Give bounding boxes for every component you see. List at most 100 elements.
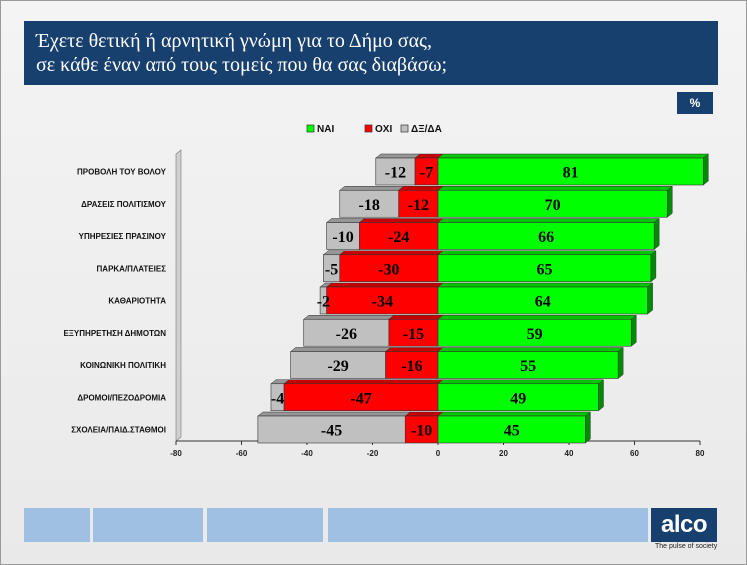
no-bar (359, 222, 439, 250)
yes-bar-side (667, 185, 673, 218)
no-bar-top (325, 282, 444, 288)
yes-value-label: 81 (563, 165, 579, 182)
yes-bar-top (437, 347, 624, 352)
category-label: ΣΧΟΛΕΙΑ/ΠΑΙΔ.ΣΤΑΘΜΟΙ (71, 426, 166, 435)
yes-value-label: 45 (504, 423, 520, 440)
no-bar-top (384, 347, 444, 352)
no-value-label: -24 (388, 229, 409, 246)
alco-logo: alco (651, 508, 717, 542)
no-bar (283, 383, 439, 412)
no-value-label: -12 (408, 197, 429, 214)
yes-value-label: 66 (538, 229, 554, 246)
yes-bar-side (598, 379, 604, 412)
logo-tagline: The pulse of society (655, 543, 718, 550)
title-line-2: σε κάθε έναν από τους τομείς που θα σας … (36, 54, 448, 76)
dk-value-label: -12 (385, 165, 406, 182)
dk-value-label: -45 (321, 423, 342, 440)
yes-bar-top (437, 282, 654, 288)
yes-bar-side (703, 153, 709, 186)
x-tick-label: 0 (436, 449, 441, 458)
x-tick-label: 80 (696, 449, 705, 458)
yes-bar (437, 222, 655, 250)
dk-bar-top (375, 153, 421, 159)
no-bar (388, 318, 439, 347)
yes-bar-top (437, 315, 637, 320)
yes-bar-top (437, 153, 709, 159)
yes-bar-side (653, 217, 660, 251)
no-bar-top (339, 250, 444, 255)
x-tick-label: 40 (565, 449, 574, 458)
dk-value-label: -10 (332, 229, 353, 246)
category-label: ΠΑΡΚΑ/ΠΛΑΤΕΙΕΣ (97, 264, 167, 273)
legend-swatch (400, 124, 409, 133)
legend-label: ΝΑΙ (317, 124, 334, 135)
footer-segment-2 (93, 508, 203, 542)
yes-bar (437, 318, 632, 347)
yes-value-label: 64 (535, 294, 551, 311)
yes-bar-side (585, 411, 591, 444)
category-label: ΚΑΘΑΡΙΟΤΗΤΑ (108, 297, 166, 306)
legend-swatch (306, 124, 315, 133)
yes-value-label: 65 (536, 261, 552, 278)
yes-bar (437, 415, 586, 444)
no-value-label: -47 (350, 390, 371, 407)
x-tick-label: 20 (499, 449, 508, 458)
dk-bar-top (325, 218, 366, 223)
category-label: ΔΡΑΣΕΙΣ ΠΟΛΙΤΙΣΜΟΥ (81, 200, 167, 209)
yes-bar (437, 286, 648, 315)
no-bar-top (404, 411, 444, 417)
footer-segment-4 (328, 508, 648, 542)
dk-value-label: -18 (359, 197, 380, 214)
yes-bar-top (437, 218, 660, 223)
yes-value-label: 70 (545, 197, 561, 214)
no-bar (398, 189, 439, 218)
yes-bar-top (437, 250, 657, 255)
no-bar-top (388, 315, 444, 320)
legend-label: ΔΞ/ΔΑ (411, 124, 442, 135)
x-tick-label: -60 (236, 449, 248, 458)
no-bar-top (283, 379, 444, 384)
dk-bar (257, 415, 406, 444)
no-value-label: -34 (372, 294, 393, 311)
yes-bar-side (630, 314, 637, 347)
yes-bar-side (647, 282, 653, 315)
no-value-label: -15 (403, 326, 424, 343)
no-value-label: -16 (401, 358, 422, 375)
yes-bar-top (437, 411, 592, 417)
yes-bar-top (437, 379, 605, 384)
dk-value-label: -2 (317, 294, 330, 311)
yes-bar (437, 189, 668, 218)
legend-label: ΟΧΙ (375, 124, 392, 135)
dk-bar-top (303, 315, 395, 320)
legend-swatch (364, 124, 373, 133)
dk-value-label: -5 (325, 261, 338, 278)
axis-wall (175, 149, 182, 442)
dk-value-label: -4 (271, 390, 284, 407)
title-banner: Έχετε θετική ή αρνητική γνώμη για το Δήμ… (24, 21, 718, 85)
yes-bar-top (437, 186, 673, 191)
yes-bar (437, 157, 704, 186)
yes-value-label: 55 (520, 358, 536, 375)
no-bar-top (358, 218, 444, 223)
category-label: ΕΞΥΠΗΡΕΤΗΣΗ ΔΗΜΟΤΩΝ (63, 329, 166, 338)
no-bar (404, 415, 439, 444)
category-label: ΠΡΟΒΟΛΗ ΤΟΥ ΒΟΛΟΥ (77, 168, 167, 177)
dk-bar (303, 318, 390, 347)
category-label: ΥΠΗΡΕΣΙΕΣ ΠΡΑΣΙΝΟΥ (79, 232, 167, 241)
no-bar-top (397, 186, 444, 191)
dk-bar-top (289, 347, 392, 352)
no-bar (385, 351, 439, 379)
no-value-label: -30 (378, 261, 399, 278)
no-bar (326, 286, 439, 315)
dk-value-label: -29 (327, 358, 348, 375)
yes-bar (437, 383, 599, 412)
yes-bar (437, 254, 652, 283)
dk-bar-top (257, 411, 411, 417)
x-tick-label: -80 (170, 449, 182, 458)
footer-segment-1 (24, 508, 90, 542)
dk-bar (339, 189, 400, 218)
yes-value-label: 59 (527, 326, 543, 343)
x-tick-label: -40 (301, 449, 313, 458)
x-tick-label: -20 (367, 449, 379, 458)
